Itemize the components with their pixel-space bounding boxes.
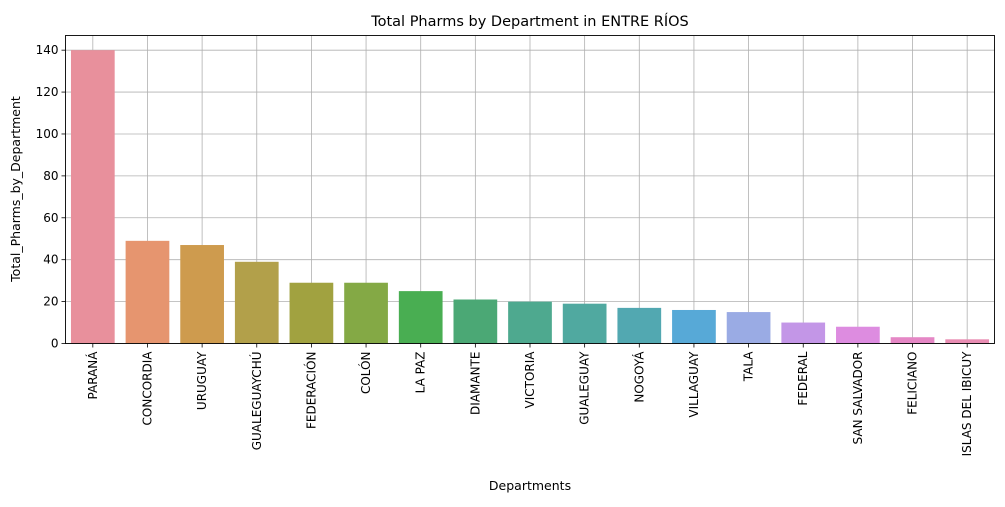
x-tick-label: CONCORDIA	[140, 351, 154, 426]
x-tick-label: GUALEGUAYCHÚ	[249, 352, 264, 451]
y-tick-label: 20	[43, 295, 58, 309]
bar	[890, 337, 935, 344]
y-tick-label: 80	[43, 169, 58, 183]
x-tick-label: PARANÁ	[85, 351, 100, 400]
chart-title: Total Pharms by Department in ENTRE RÍOS	[370, 13, 689, 30]
x-tick-label: DIAMANTE	[468, 352, 482, 415]
bar	[234, 261, 279, 344]
bar	[672, 309, 716, 344]
x-tick-label: FEDERAL	[796, 351, 810, 405]
y-tick-label: 100	[36, 127, 59, 141]
bar	[726, 312, 771, 344]
bar	[453, 299, 498, 344]
x-tick-label: VICTORIA	[523, 351, 537, 409]
x-tick-label: TALA	[742, 351, 756, 383]
x-tick-label: FELICIANO	[906, 352, 920, 415]
bar	[398, 291, 443, 344]
bar	[180, 245, 224, 344]
x-tick-label: NOGOYÁ	[631, 351, 646, 403]
y-tick-label: 120	[36, 85, 59, 99]
y-axis-label: Total_Pharms_by_Department	[8, 96, 23, 283]
y-tick-label: 60	[43, 211, 58, 225]
y-axis-ticks: 0 20 40 60 80 100 120 140	[36, 43, 66, 351]
y-tick-label: 140	[36, 43, 59, 57]
bar	[344, 282, 388, 344]
bar	[562, 303, 607, 344]
bar	[289, 282, 334, 344]
x-tick-label: SAN SALVADOR	[851, 352, 865, 445]
bar	[125, 240, 170, 344]
bar	[617, 307, 662, 344]
bar	[945, 339, 990, 344]
bar	[781, 322, 826, 344]
x-axis-ticks: PARANÁ CONCORDIA URUGUAY GUALEGUAYCHÚ FEDERA…	[85, 343, 974, 457]
x-tick-label: COLÓN	[358, 352, 373, 395]
x-tick-label: GUALEGUAY	[578, 351, 592, 425]
y-tick-label: 40	[43, 253, 58, 267]
x-tick-label: FEDERACIÓN	[303, 352, 318, 430]
x-axis-label: Departments	[489, 478, 571, 493]
bar	[70, 50, 115, 344]
y-tick-label: 0	[51, 337, 59, 351]
x-tick-label: URUGUAY	[195, 351, 209, 410]
x-tick-label: LA PAZ	[414, 352, 428, 394]
x-tick-label: VILLAGUAY	[687, 351, 701, 418]
bar	[836, 326, 880, 344]
x-tick-label: ISLAS DEL IBICUY	[960, 351, 974, 457]
bars	[70, 50, 990, 344]
bar	[508, 301, 552, 344]
